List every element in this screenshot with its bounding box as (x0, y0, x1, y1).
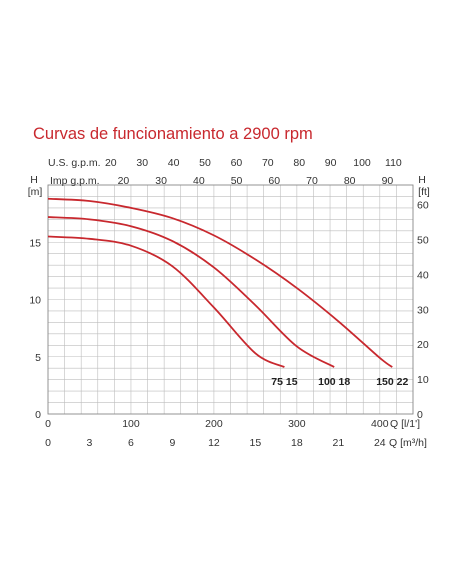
right-tick-label: 10 (417, 374, 429, 386)
us-gpm-tick: 60 (231, 157, 243, 169)
right-tick-label: 40 (417, 269, 429, 281)
m3h-tick: 6 (128, 437, 134, 449)
imp-gpm-tick: 90 (382, 175, 394, 187)
m3h-tick: 3 (87, 437, 93, 449)
curves: 75 15 100 18 150 22 (47, 197, 408, 388)
plot-grid (48, 185, 413, 414)
m3h-tick: 15 (250, 437, 262, 449)
m3h-tick: 24 (374, 437, 386, 449)
lpm-tick: 400 (371, 418, 389, 430)
right-tick-label: 30 (417, 304, 429, 316)
lpm-tick: 300 (288, 418, 306, 430)
chart-title: Curvas de funcionamiento a 2900 rpm (33, 125, 313, 143)
left-tick-label: 10 (29, 295, 41, 307)
m3h-tick: 21 (332, 437, 344, 449)
curve-label: 150 22 (376, 376, 408, 388)
imp-gpm-label: Imp g.p.m. (50, 175, 100, 187)
curve-line (47, 235, 285, 368)
m3h-tick: 0 (45, 437, 51, 449)
us-gpm-tick: 50 (199, 157, 211, 169)
left-tick-label: 15 (29, 237, 41, 249)
plot-frame (47, 184, 414, 415)
right-tick-label: 20 (417, 339, 429, 351)
m3h-unit: Q [m³/h] (389, 437, 427, 449)
imp-gpm-tick: 70 (306, 175, 318, 187)
us-gpm-tick: 70 (262, 157, 274, 169)
imp-gpm-tick: 40 (193, 175, 205, 187)
imp-gpm-tick: 20 (118, 175, 130, 187)
us-gpm-tick: 100 (353, 157, 371, 169)
us-gpm-tick: 40 (168, 157, 180, 169)
us-gpm-tick: 20 (105, 157, 117, 169)
lpm-tick: 200 (205, 418, 223, 430)
us-gpm-tick: 80 (293, 157, 305, 169)
imp-gpm-tick: 60 (268, 175, 280, 187)
left-axis-label: H (30, 174, 38, 186)
curve-label: 75 15 (271, 376, 297, 388)
right-axis-unit: [ft] (418, 186, 430, 198)
left-axis-unit: [m] (28, 186, 43, 198)
curve-line (47, 216, 335, 368)
m3h-tick: 12 (208, 437, 220, 449)
left-tick-label: 5 (35, 352, 41, 364)
lpm-tick: 100 (122, 418, 140, 430)
imp-gpm-tick: 30 (155, 175, 167, 187)
curve-label: 100 18 (318, 376, 350, 388)
m3h-tick: 9 (170, 437, 176, 449)
imp-gpm-tick: 80 (344, 175, 356, 187)
right-axis-label: H (418, 174, 426, 186)
us-gpm-tick: 30 (136, 157, 148, 169)
curve-line (47, 197, 393, 368)
m3h-tick: 18 (291, 437, 303, 449)
right-tick-label: 0 (417, 409, 423, 421)
us-gpm-tick: 110 (385, 157, 402, 169)
right-tick-label: 50 (417, 235, 429, 247)
us-gpm-label: U.S. g.p.m. (48, 157, 101, 169)
left-tick-label: 0 (35, 409, 41, 421)
lpm-tick: 0 (45, 418, 51, 430)
lpm-unit: Q [l/1'] (390, 418, 420, 430)
right-tick-label: 60 (417, 200, 429, 212)
imp-gpm-tick: 50 (231, 175, 243, 187)
us-gpm-tick: 90 (325, 157, 337, 169)
